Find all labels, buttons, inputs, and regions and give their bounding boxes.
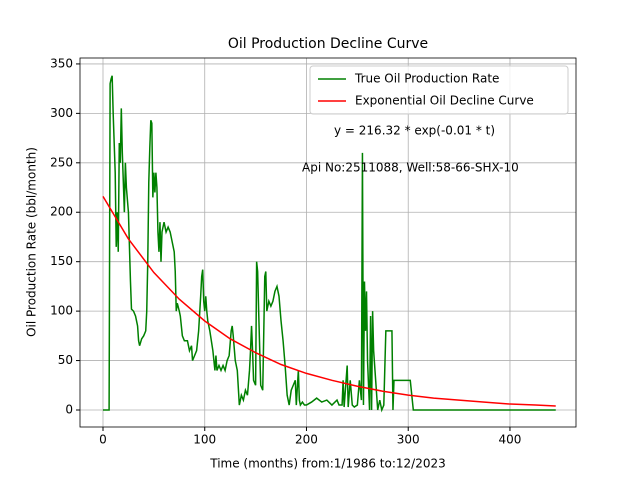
x-tick-label: 300 [397, 433, 420, 447]
data-line [102, 75, 556, 413]
y-tick-label: 250 [50, 155, 73, 169]
y-tick-label: 300 [50, 106, 73, 120]
plot-frame [79, 57, 577, 428]
x-tick-label: 400 [499, 433, 522, 447]
annotation: Api No:2511088, Well:58-66-SHX-10 [302, 161, 519, 175]
legend-box [309, 65, 569, 115]
y-axis-label: Oil Production Rate (bbl/month) [25, 147, 39, 337]
x-tick-label: 100 [193, 433, 216, 447]
annotation: y = 216.32 * exp(-0.01 * t) [334, 124, 495, 138]
x-tick-label: 0 [99, 433, 107, 447]
legend-label: Exponential Oil Decline Curve [355, 94, 534, 108]
y-tick-label: 0 [65, 402, 73, 416]
chart-title: Oil Production Decline Curve [228, 36, 428, 52]
x-tick-label: 200 [295, 433, 318, 447]
y-tick-label: 150 [50, 254, 73, 268]
y-tick-label: 100 [50, 304, 73, 318]
legend-label: True Oil Production Rate [354, 72, 499, 86]
y-tick-label: 50 [58, 353, 73, 367]
data-line [102, 196, 556, 407]
y-tick-label: 350 [50, 56, 73, 70]
y-tick-label: 200 [50, 205, 73, 219]
x-axis-label: Time (months) from:1/1986 to:12/2023 [209, 457, 446, 471]
